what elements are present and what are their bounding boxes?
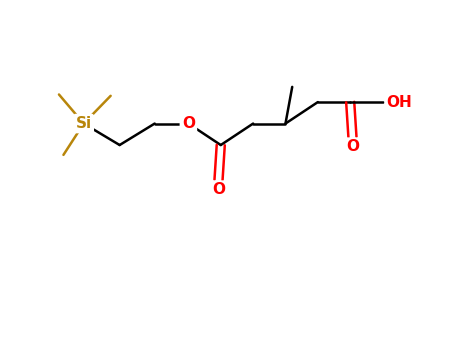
Text: O: O [182, 116, 195, 131]
Text: OH: OH [386, 94, 412, 110]
Text: Si: Si [76, 116, 92, 131]
Text: O: O [346, 139, 359, 154]
Text: O: O [212, 182, 225, 197]
